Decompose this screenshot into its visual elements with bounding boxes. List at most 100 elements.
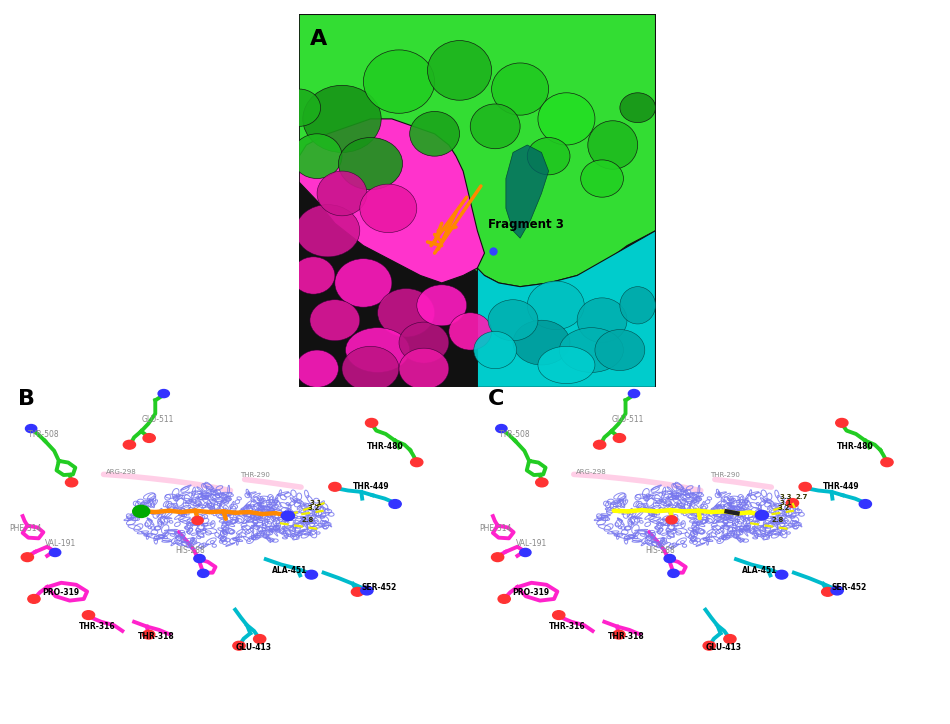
Text: 3.2: 3.2 [778,505,790,511]
Text: SER-452: SER-452 [831,584,866,592]
Text: TYR-508: TYR-508 [28,430,60,439]
Text: PHE-314: PHE-314 [10,524,42,534]
Text: ALA-451: ALA-451 [742,565,777,575]
Ellipse shape [334,258,391,307]
Ellipse shape [588,121,637,169]
Text: THR-316: THR-316 [79,622,116,631]
Text: VAL-191: VAL-191 [46,539,77,548]
Text: 3.1: 3.1 [310,500,322,506]
Circle shape [536,478,548,487]
Ellipse shape [474,332,517,369]
Circle shape [83,611,95,620]
Circle shape [389,500,401,508]
Text: VAL-191: VAL-191 [516,539,547,548]
Ellipse shape [293,134,342,179]
Ellipse shape [527,281,584,329]
Text: 3.3: 3.3 [780,494,792,500]
Text: HIS-288: HIS-288 [645,546,675,555]
Circle shape [305,571,317,579]
Ellipse shape [409,111,460,156]
Circle shape [822,587,834,597]
Text: ALA-451: ALA-451 [272,565,307,575]
Text: SER-452: SER-452 [361,584,396,592]
Ellipse shape [346,328,409,372]
Text: B: B [18,389,35,408]
Circle shape [281,511,294,521]
Circle shape [775,571,788,579]
Polygon shape [477,231,655,387]
Text: GLU-413: GLU-413 [706,643,741,652]
Circle shape [498,594,510,603]
Circle shape [787,499,799,508]
Circle shape [329,482,341,491]
Circle shape [755,510,769,520]
Text: 3.1: 3.1 [780,500,792,506]
FancyBboxPatch shape [299,14,656,387]
Ellipse shape [295,205,360,257]
Ellipse shape [399,322,448,363]
Circle shape [198,569,209,577]
Text: THR-318: THR-318 [608,632,644,641]
Circle shape [194,555,205,563]
Text: THR-449: THR-449 [352,482,390,491]
Ellipse shape [492,63,549,115]
Circle shape [66,478,78,487]
Circle shape [520,549,531,557]
Circle shape [836,418,848,427]
Circle shape [628,390,639,397]
Ellipse shape [338,138,403,190]
Text: TYR-508: TYR-508 [499,430,530,439]
Ellipse shape [428,41,492,100]
Ellipse shape [619,93,655,122]
Ellipse shape [580,160,623,197]
Circle shape [254,635,266,644]
Polygon shape [505,145,549,238]
Ellipse shape [595,329,645,371]
Ellipse shape [377,289,434,337]
Text: 2.7: 2.7 [796,494,808,500]
Text: THR-318: THR-318 [138,632,174,641]
Circle shape [614,434,625,442]
Circle shape [666,515,677,524]
Ellipse shape [619,287,655,324]
Text: THR-290: THR-290 [711,472,740,478]
Circle shape [361,586,373,595]
Text: THR-316: THR-316 [549,622,586,631]
Circle shape [21,553,33,562]
Circle shape [352,587,364,597]
Circle shape [594,440,606,449]
Polygon shape [299,119,484,387]
Ellipse shape [399,348,448,390]
Text: 3.2: 3.2 [308,505,320,511]
Circle shape [703,641,715,650]
Polygon shape [299,14,656,287]
Ellipse shape [342,346,399,391]
Circle shape [831,586,844,595]
Circle shape [724,635,736,644]
Circle shape [859,500,871,508]
Ellipse shape [303,85,381,153]
Circle shape [881,458,893,467]
Circle shape [233,641,245,650]
Text: THR-480: THR-480 [837,442,874,451]
Circle shape [142,630,155,639]
Circle shape [491,553,504,562]
Circle shape [496,424,507,433]
Ellipse shape [488,300,538,341]
Text: A: A [310,30,327,49]
Text: Fragment 3: Fragment 3 [488,218,564,231]
Text: ARG-298: ARG-298 [576,469,607,475]
Text: 2.8: 2.8 [771,518,784,523]
Ellipse shape [295,350,338,387]
Circle shape [664,555,675,563]
Ellipse shape [310,300,360,341]
Text: ARG-298: ARG-298 [105,469,137,475]
Text: 2.8: 2.8 [301,518,314,523]
Circle shape [553,611,565,620]
Ellipse shape [448,313,492,350]
Ellipse shape [417,285,466,326]
Circle shape [613,630,625,639]
Ellipse shape [538,346,595,384]
Circle shape [410,458,423,467]
Text: C: C [488,389,504,408]
